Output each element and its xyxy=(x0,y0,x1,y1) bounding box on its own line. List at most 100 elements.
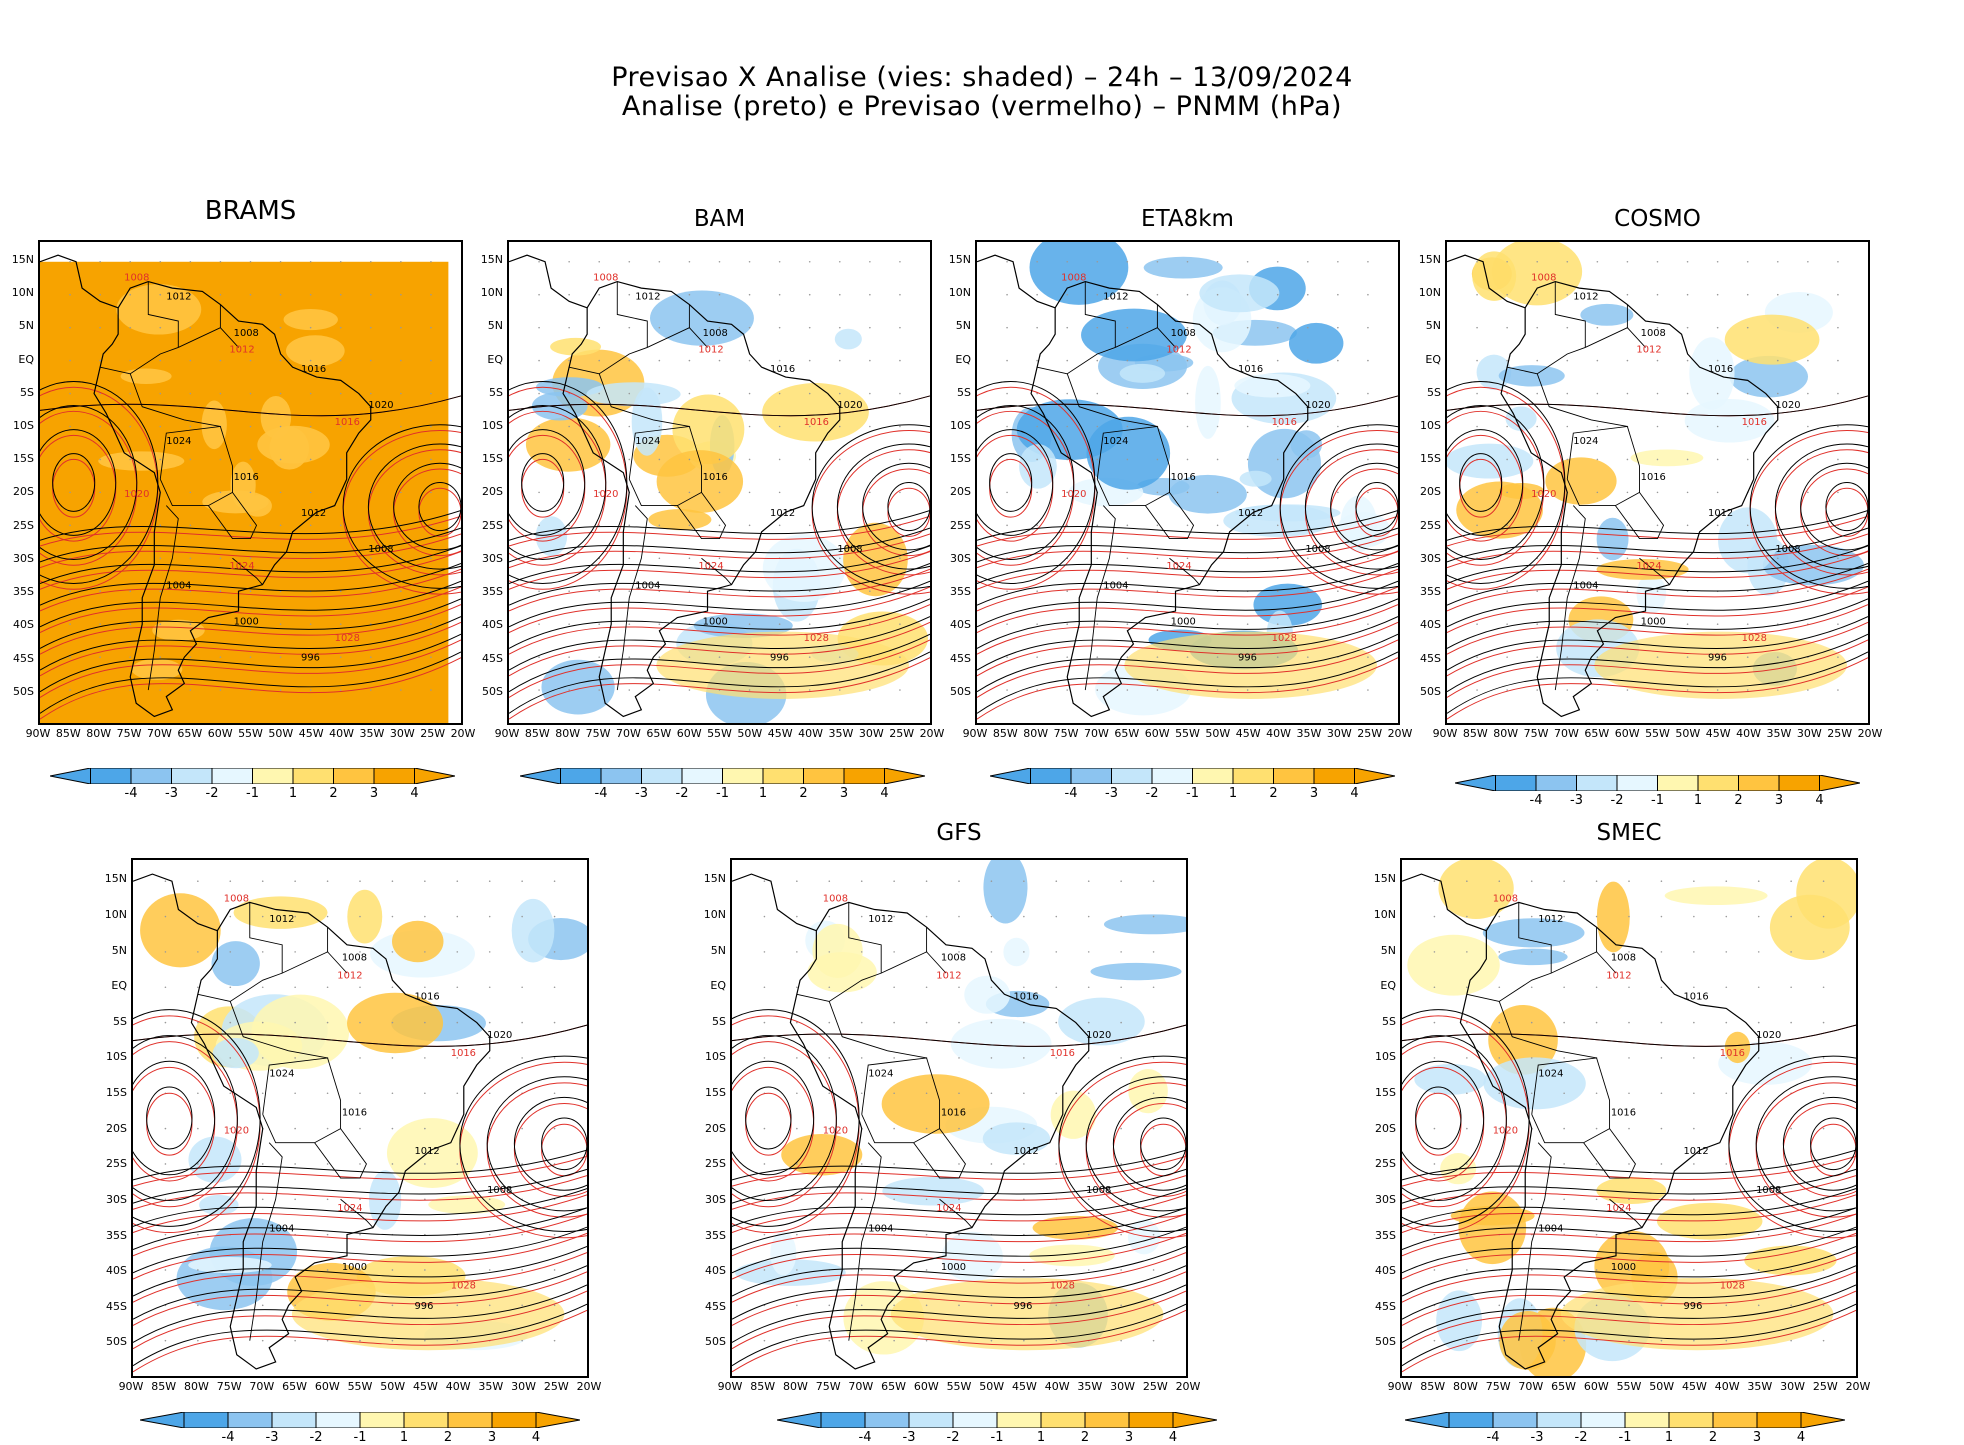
lon-label: 55W xyxy=(946,1380,972,1393)
grid-point xyxy=(424,1198,426,1201)
grid-point xyxy=(538,623,540,625)
colorbar-segment xyxy=(996,1412,1042,1428)
grid-point xyxy=(1186,425,1189,428)
country-border xyxy=(1037,366,1068,375)
grid-point xyxy=(1566,425,1569,428)
grid-point xyxy=(1628,1233,1630,1236)
isobar xyxy=(1447,568,1868,612)
forecast-contour-label: 1008 xyxy=(124,272,149,283)
analysis-contour-label: 1012 xyxy=(1013,1146,1038,1157)
grid-point xyxy=(1036,689,1038,691)
grid-point xyxy=(628,623,631,625)
bias-patch xyxy=(347,889,383,944)
bias-patch xyxy=(550,337,602,356)
colorbar-arrow-left xyxy=(1405,1412,1450,1428)
grid-point xyxy=(1367,425,1369,428)
lat-label: 40S xyxy=(1375,1264,1396,1278)
grid-point xyxy=(1746,293,1749,296)
grid-point xyxy=(369,656,372,658)
grid-point xyxy=(1152,1304,1155,1307)
grid-point xyxy=(1466,1092,1468,1095)
grid-point xyxy=(658,260,661,263)
lon-label: 65W xyxy=(881,1380,906,1393)
grid-point xyxy=(808,458,811,461)
lat-label: 40S xyxy=(705,1264,726,1278)
isobar xyxy=(977,639,1398,698)
grid-point xyxy=(430,260,432,263)
grid-point xyxy=(189,557,192,560)
grid-point xyxy=(1628,1269,1630,1271)
grid-point xyxy=(688,293,691,296)
grid-point xyxy=(990,1057,993,1059)
grid-point xyxy=(279,524,282,527)
grid-point xyxy=(1036,458,1038,461)
analysis-contour-label: 996 xyxy=(1238,652,1257,663)
grid-point xyxy=(1466,1339,1468,1342)
grid-point xyxy=(1246,260,1249,263)
bias-patch xyxy=(762,383,869,442)
grid-point xyxy=(1566,524,1569,527)
isobar xyxy=(509,568,930,612)
isobar xyxy=(509,657,930,720)
lat-label: 20S xyxy=(482,485,503,499)
isobar xyxy=(133,1309,587,1373)
grid-point xyxy=(828,1339,831,1342)
grid-point xyxy=(1660,1057,1663,1059)
isobar xyxy=(977,657,1398,720)
grid-point xyxy=(249,491,252,494)
grid-point xyxy=(1216,293,1219,296)
grid-point xyxy=(1055,1057,1058,1059)
lat-label: 15S xyxy=(1420,452,1441,466)
grid-point xyxy=(925,1198,928,1201)
grid-point xyxy=(748,689,751,691)
lon-label: 20W xyxy=(1857,727,1883,740)
grid-point xyxy=(1126,689,1129,691)
analysis-contour-label: 1016 xyxy=(770,364,795,375)
grid-point xyxy=(1216,392,1219,395)
grid-point xyxy=(164,951,167,953)
isobar xyxy=(732,1207,1186,1251)
grid-point xyxy=(658,359,661,362)
grid-point xyxy=(261,1092,264,1095)
grid-point xyxy=(1066,326,1069,329)
grid-point xyxy=(159,425,162,428)
lat-label: 50S xyxy=(13,684,34,698)
bias-patch xyxy=(98,451,185,471)
grid-point xyxy=(1686,293,1689,296)
isobar xyxy=(732,1168,1186,1204)
analysis-contour-label: 1024 xyxy=(868,1069,893,1080)
grid-point xyxy=(763,1127,766,1130)
colorbar-segment xyxy=(1492,1412,1538,1428)
grid-point xyxy=(1656,392,1659,395)
colorbar-label: 3 xyxy=(487,1430,497,1445)
grid-point xyxy=(1498,1304,1501,1307)
bias-patch xyxy=(1729,355,1809,398)
grid-point xyxy=(309,458,312,461)
analysis-contour-label: 1008 xyxy=(368,544,393,555)
grid-point xyxy=(1506,689,1508,691)
grid-point xyxy=(1066,425,1069,428)
isobar xyxy=(1402,1271,1856,1326)
grid-point xyxy=(1563,1092,1565,1095)
grid-point xyxy=(189,425,192,428)
isobar xyxy=(1402,1284,1856,1343)
grid-point xyxy=(488,1269,491,1271)
isobar xyxy=(977,598,1398,649)
colorbar-label: -4 xyxy=(858,1430,872,1445)
isobar xyxy=(40,633,461,693)
grid-point xyxy=(1055,915,1058,918)
colorbar-segment xyxy=(1580,1412,1626,1428)
lon-label: 70W xyxy=(146,727,172,740)
lon-label: 55W xyxy=(1616,1380,1642,1393)
lat-label: 15N xyxy=(948,252,971,266)
isobar xyxy=(509,527,930,563)
grid-point xyxy=(808,656,811,658)
grid-point xyxy=(1306,689,1309,691)
colorbar-label: -3 xyxy=(635,786,648,801)
lon-label: 90W xyxy=(1387,1380,1413,1393)
analysis-contour-label: 1008 xyxy=(1641,328,1666,339)
lon-label: 65W xyxy=(1114,727,1140,740)
grid-point xyxy=(796,986,798,989)
analysis-contour-label: 1016 xyxy=(1708,364,1733,375)
bias-patch xyxy=(285,335,345,367)
